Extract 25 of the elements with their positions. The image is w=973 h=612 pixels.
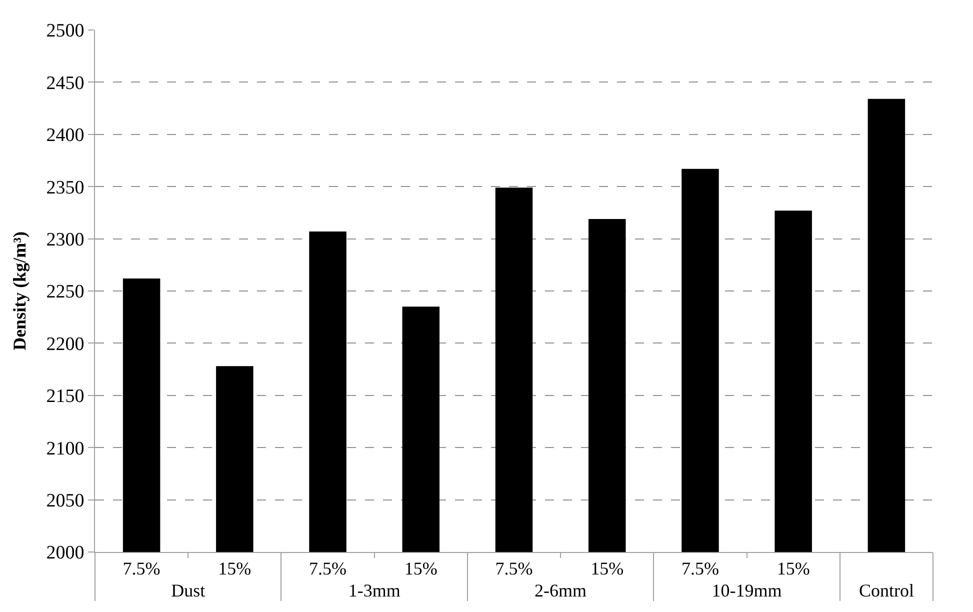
text: Control [858, 580, 914, 601]
y-tick-label: 2300 [46, 229, 84, 250]
y-axis-title: Density (kg/m³) [9, 232, 30, 350]
text: 10-19mm [712, 580, 782, 601]
x-tick-label: 15% [404, 558, 438, 579]
x-tick-label: 15% [776, 558, 810, 579]
text: 1-3mm [348, 580, 400, 601]
y-tick-label: 2400 [46, 125, 84, 146]
x-tick-label: 7.5% [681, 558, 719, 579]
y-tick-label: 2000 [46, 542, 84, 564]
y-tick-label: 2500 [46, 20, 84, 42]
y-tick-label: 2150 [46, 386, 84, 408]
text: 2-6mm [534, 580, 587, 601]
x-tick-label: 7.5% [122, 558, 160, 579]
y-tick-label: 2100 [46, 438, 84, 460]
y-tick-label: 2350 [46, 177, 84, 198]
y-tick-label: 2450 [46, 72, 84, 94]
y-tick-label: 2250 [46, 282, 84, 303]
x-tick-label: 15% [590, 558, 624, 579]
text: Dust [171, 580, 206, 601]
y-tick-label: 2200 [46, 334, 84, 355]
x-tick-label: 7.5% [309, 558, 347, 579]
x-tick-label: 15% [218, 558, 252, 579]
x-tick-label: 7.5% [495, 558, 533, 579]
y-tick-label: 2050 [46, 490, 84, 512]
